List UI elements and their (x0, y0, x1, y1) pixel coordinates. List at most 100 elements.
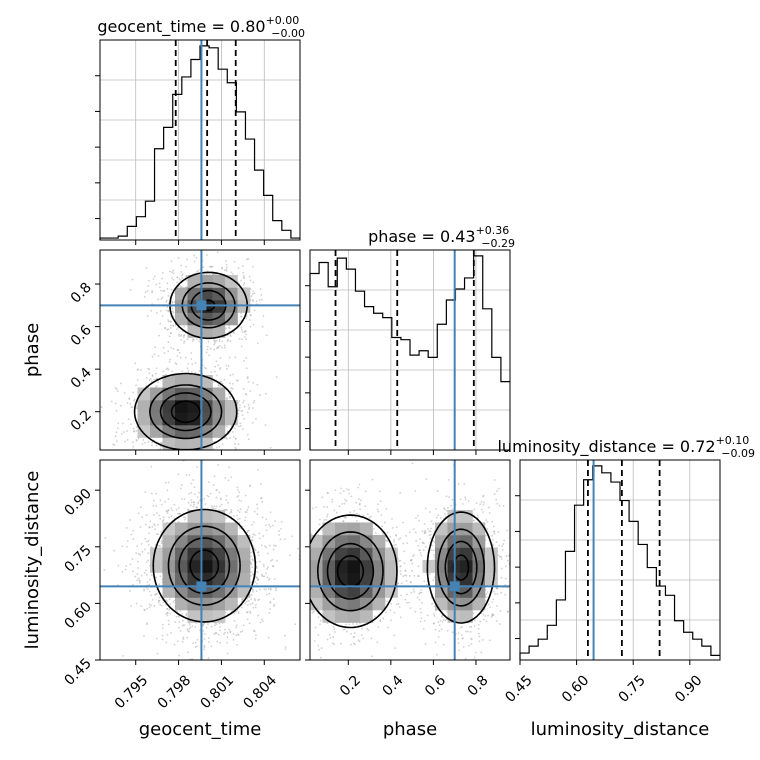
sample-point (155, 367, 158, 370)
sample-point (252, 573, 254, 576)
sample-point (305, 624, 307, 626)
sample-point (477, 624, 480, 626)
sample-point (169, 270, 171, 273)
sample-point (338, 505, 341, 508)
density-cell (435, 597, 448, 611)
sample-point (159, 517, 162, 520)
sample-point (271, 558, 274, 561)
sample-point (493, 530, 496, 533)
sample-point (258, 537, 261, 540)
sample-point (219, 368, 221, 370)
density-cell (322, 560, 336, 573)
sample-point (440, 615, 443, 618)
sample-point (250, 295, 253, 298)
sample-point (485, 519, 488, 521)
sample-point (145, 514, 148, 516)
sample-point (165, 299, 168, 302)
sample-point (132, 583, 134, 586)
sample-point (191, 340, 194, 342)
sample-point (172, 311, 175, 314)
sample-point (294, 541, 296, 543)
sample-point (521, 558, 523, 560)
sample-point (219, 344, 221, 347)
sample-point (166, 282, 169, 285)
sample-point (442, 619, 445, 621)
sample-point (408, 601, 411, 604)
sample-point (493, 493, 496, 495)
sample-point (399, 616, 402, 619)
sample-point (457, 632, 460, 635)
sample-point (436, 490, 439, 492)
sample-point (113, 444, 116, 446)
sample-point (215, 446, 218, 449)
density-cell (310, 585, 323, 598)
sample-point (224, 269, 226, 272)
sample-point (290, 499, 292, 501)
sample-point (167, 456, 169, 458)
sample-point (371, 478, 374, 481)
sample-point (185, 275, 188, 277)
sample-point (249, 325, 252, 328)
sample-point (193, 493, 196, 496)
title-minus: −0.09 (721, 447, 755, 460)
sample-point (139, 526, 142, 528)
sample-point (411, 562, 414, 565)
sample-point (271, 565, 274, 568)
sample-point (319, 518, 321, 521)
sample-point (500, 567, 503, 570)
sample-point (229, 340, 232, 342)
sample-point (340, 642, 342, 645)
sample-point (247, 529, 250, 532)
sample-point (381, 533, 384, 535)
sample-point (176, 355, 179, 357)
sample-point (266, 552, 269, 555)
sample-point (302, 531, 304, 533)
sample-point (389, 536, 392, 538)
sample-point (153, 275, 156, 278)
sample-point (236, 643, 239, 646)
sample-point (122, 655, 125, 657)
sample-point (482, 504, 485, 506)
sample-point (418, 592, 421, 595)
density-cell (460, 547, 473, 561)
sample-point (251, 566, 254, 569)
sample-point (333, 509, 336, 512)
sample-point (248, 406, 251, 409)
sample-point (356, 512, 359, 515)
sample-point (349, 511, 352, 514)
panel-geocent_time-phase (100, 251, 278, 474)
sample-point (487, 603, 490, 606)
sample-point (384, 521, 386, 524)
sample-point (251, 421, 254, 424)
sample-point (470, 637, 472, 640)
sample-point (259, 565, 261, 567)
sample-point (144, 609, 146, 612)
sample-point (208, 495, 210, 498)
sample-point (431, 602, 434, 605)
sample-point (405, 534, 407, 537)
sample-point (304, 568, 306, 570)
title-luminosity_distance: luminosity_distance = 0.72+0.10 −0.09 (497, 434, 755, 460)
sample-point (390, 602, 393, 605)
sample-point (196, 506, 199, 509)
sample-point (210, 452, 212, 454)
sample-point (207, 636, 210, 639)
sample-point (284, 593, 286, 595)
sample-point (249, 279, 252, 282)
sample-point (415, 517, 417, 520)
sample-point (165, 612, 167, 615)
sample-point (235, 624, 238, 627)
sample-point (301, 593, 303, 595)
sample-point (155, 576, 158, 579)
sample-point (436, 653, 438, 656)
sample-point (150, 472, 152, 474)
sample-point (228, 395, 231, 398)
sample-point (308, 570, 310, 572)
sample-point (121, 422, 124, 425)
sample-point (160, 542, 163, 544)
sample-point (461, 626, 464, 628)
density-cell (212, 387, 226, 401)
sample-point (378, 490, 381, 493)
sample-point (473, 508, 476, 511)
sample-point (347, 489, 350, 491)
